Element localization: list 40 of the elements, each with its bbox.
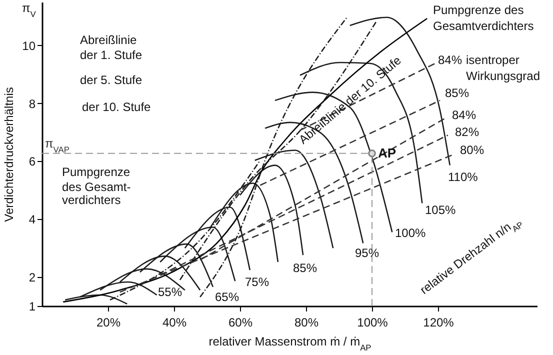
- y-tick-label: 4: [28, 212, 36, 227]
- annotation: Pumpgrenze des: [433, 3, 524, 17]
- annotation: verdichters: [62, 193, 121, 207]
- x-tick-label: 120%: [423, 316, 454, 330]
- annotation: Wirkungsgrad: [466, 69, 540, 83]
- series-label: AP: [378, 145, 396, 160]
- annotation: Abreißlinie: [80, 33, 138, 47]
- y-tick-label: 6: [28, 154, 36, 169]
- annotation: 84%: [438, 53, 462, 67]
- annotation: Gesamtverdichters: [433, 19, 534, 33]
- y-tick-label: 8: [28, 96, 36, 111]
- annotation: 80%: [460, 143, 484, 157]
- annotation: Pumpgrenze: [62, 165, 130, 179]
- annotation: 55%: [158, 285, 182, 299]
- annotation: 65%: [215, 290, 240, 304]
- x-tick-label: 80%: [294, 316, 319, 330]
- annotation: des Gesamt-: [62, 180, 131, 194]
- annotation: 85%: [445, 86, 470, 100]
- annotation: der 1. Stufe: [80, 48, 142, 62]
- x-tick-label: 60%: [228, 316, 253, 330]
- text: π$_{V}$: [22, 1, 36, 19]
- annotation: 105%: [425, 203, 456, 217]
- annotation: 84%: [452, 108, 476, 122]
- annotation: isentroper: [466, 53, 520, 67]
- annotation: 82%: [455, 125, 480, 139]
- y-tick-label: 10: [22, 38, 36, 53]
- x-axis-title: relativer Massenstrom ṁ / ṁ$_{AP}$: [208, 334, 372, 352]
- annotation: der 5. Stufe: [80, 73, 142, 87]
- y-tick-label: 2: [28, 270, 36, 285]
- x-tick-label: 100%: [357, 316, 388, 330]
- annotation: 95%: [355, 246, 380, 260]
- annotation: 100%: [395, 226, 426, 240]
- annotation: 110%: [448, 170, 478, 184]
- annotation: der 10. Stufe: [82, 100, 152, 114]
- annotation: 85%: [293, 261, 318, 275]
- x-tick-label: 20%: [96, 316, 121, 330]
- annotation: 75%: [245, 275, 270, 289]
- x-tick-label: 40%: [162, 316, 187, 330]
- y-axis-title: Verdichterdruckverhältnis: [2, 87, 16, 222]
- y-tick-label: 1: [28, 300, 36, 314]
